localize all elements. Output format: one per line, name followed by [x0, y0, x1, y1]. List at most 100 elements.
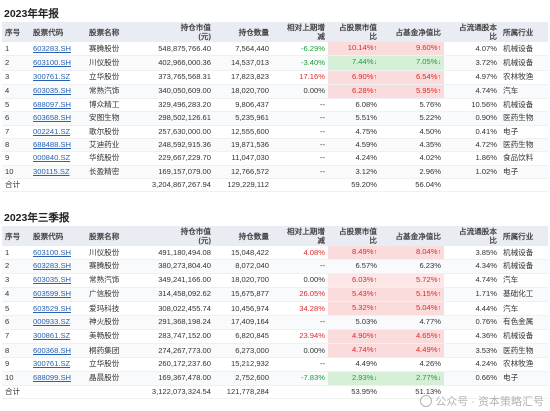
- row-index: 10: [5, 166, 14, 176]
- holding-value: 373,765,568.31: [158, 72, 211, 82]
- holding-value: 380,273,804.40: [158, 261, 211, 271]
- column-header[interactable]: 相对上期增减: [287, 23, 325, 41]
- stock-code-link[interactable]: 603658.SH: [33, 113, 71, 123]
- total-nav-pct: 51.13%: [415, 386, 441, 396]
- column-header[interactable]: 持仓市值 (元): [180, 227, 211, 245]
- column-header[interactable]: 股票代码: [33, 231, 64, 241]
- nav-pct: 4.26%: [380, 358, 444, 371]
- nav-pct-value: 5.22%: [419, 113, 441, 123]
- holding-qty: 15,675,877: [230, 289, 269, 299]
- industry: 医药生物: [503, 140, 534, 150]
- column-header[interactable]: 序号: [5, 231, 21, 241]
- stock-code-link[interactable]: 000933.SZ: [33, 317, 71, 327]
- stock-code-link[interactable]: 603283.SH: [33, 261, 71, 271]
- column-header[interactable]: 相对上期增减: [287, 227, 325, 245]
- row-index: 6: [5, 113, 10, 123]
- stock-name: 博众精工: [89, 100, 120, 110]
- stock-value-pct: 5.43%↑: [328, 287, 380, 302]
- table-row: 5 688097.SH 博众精工 329,496,283.20 9,806,437 -- 6…: [2, 99, 548, 112]
- industry: 机械设备: [503, 57, 534, 67]
- stock-code-link[interactable]: 603100.SH: [33, 247, 71, 257]
- stock-code-link[interactable]: 000840.SZ: [33, 153, 71, 163]
- change-vs-prev: --: [319, 359, 325, 369]
- column-header[interactable]: 持仓数量: [238, 231, 269, 241]
- nav-pct-value: 5.72%: [415, 274, 438, 284]
- column-header[interactable]: 占基金净值比: [395, 27, 441, 37]
- holding-value: 169,367,478.00: [158, 373, 211, 383]
- row-index: 1: [5, 43, 10, 53]
- stock-code-link[interactable]: 603529.SH: [33, 303, 71, 313]
- nav-pct: 4.49%↑: [380, 343, 444, 358]
- holding-qty: 6,273,000: [235, 345, 269, 355]
- nav-pct-value: 4.65%: [415, 330, 438, 340]
- row-index: 9: [5, 359, 10, 369]
- stock-code-link[interactable]: 688097.SH: [33, 100, 71, 110]
- stock-code-link[interactable]: 603035.SH: [33, 275, 71, 285]
- float-share-pct: 1.86%: [475, 153, 497, 163]
- column-header[interactable]: 所属行业: [503, 27, 534, 37]
- arrow-up-icon: ↑: [437, 45, 442, 52]
- total-row: 合计 3,122,073,324.54 121,778,284 53.95% 51.13…: [2, 385, 548, 399]
- column-header[interactable]: 持仓数量: [238, 27, 269, 37]
- stock-code-link[interactable]: 603283.SH: [33, 43, 71, 53]
- column-header[interactable]: 序号: [5, 27, 21, 37]
- arrow-up-icon: ↑: [437, 332, 442, 340]
- stock-code-link[interactable]: 603100.SH: [33, 57, 71, 67]
- stock-value-pct: 6.08%: [328, 99, 380, 112]
- stock-code-link[interactable]: 688488.SH: [33, 140, 71, 150]
- column-header[interactable]: 占基金净值比: [395, 231, 441, 241]
- industry: 电子: [503, 166, 519, 176]
- stock-code-link[interactable]: 600368.SH: [33, 345, 71, 355]
- nav-pct-value: 6.54%: [415, 71, 438, 81]
- holding-qty: 5,235,961: [235, 113, 269, 123]
- column-header[interactable]: 占股票市值比: [339, 23, 377, 41]
- stock-code-link[interactable]: 002241.SZ: [33, 126, 71, 136]
- stock-code-link[interactable]: 603035.SH: [33, 86, 71, 96]
- table-row: 4 603035.SH 常熟汽饰 340,050,609.00 18,020,700 0.…: [2, 84, 548, 99]
- column-header[interactable]: 占流通股本比: [459, 227, 497, 245]
- holding-value: 402,966,000.36: [158, 57, 211, 67]
- table-row: 3 300761.SZ 立华股份 373,765,568.31 17,823,823 17…: [2, 70, 548, 85]
- float-share-pct: 4.74%: [475, 275, 497, 285]
- table-row: 9 300761.SZ 立华股份 260,172,237.60 15,212,932 --…: [2, 358, 548, 372]
- stock-name: 艾迪药业: [89, 140, 120, 150]
- change-vs-prev: 17.16%: [299, 72, 325, 82]
- stock-code-link[interactable]: 300761.SZ: [33, 359, 71, 369]
- holding-value: 491,180,494.08: [158, 247, 211, 257]
- float-share-pct: 0.66%: [475, 373, 497, 383]
- stock-code-link[interactable]: 300115.SZ: [33, 166, 70, 176]
- column-header[interactable]: 占股票市值比: [339, 227, 377, 245]
- stock-code-link[interactable]: 300761.SZ: [33, 72, 71, 82]
- total-empty: [500, 178, 548, 191]
- column-header[interactable]: 持仓市值 (元): [180, 23, 211, 41]
- table-row: 10 300115.SZ 长盈精密 169,157,079.00 12,766,572 -…: [2, 165, 548, 179]
- change-vs-prev: -3.40%: [300, 57, 325, 67]
- column-header[interactable]: 股票名称: [89, 27, 120, 37]
- table-row: 1 603100.SH 川仪股份 491,180,494.08 15,048,422 4.…: [2, 246, 548, 260]
- float-share-pct: 0.90%: [475, 113, 497, 123]
- change-vs-prev: --: [319, 100, 325, 110]
- holding-value: 349,241,166.00: [158, 275, 211, 285]
- industry: 医药生物: [503, 113, 534, 123]
- holding-value: 248,592,915.36: [158, 140, 211, 150]
- industry: 食品饮料: [503, 153, 534, 163]
- stock-code-link[interactable]: 300861.SZ: [33, 331, 71, 341]
- float-share-pct: 4.07%: [475, 43, 497, 53]
- stock-value-pct-value: 2.93%: [351, 372, 374, 382]
- stock-value-pct: 4.49%: [328, 358, 380, 371]
- holding-qty: 12,555,600: [230, 126, 269, 136]
- column-header[interactable]: 所属行业: [503, 231, 534, 241]
- column-header[interactable]: 占流通股本比: [459, 23, 497, 41]
- row-index: 8: [5, 345, 10, 355]
- nav-pct-value: 4.49%: [415, 345, 438, 355]
- total-row: 合计 3,204,867,267.94 129,229,112 59.20% 56.04…: [2, 178, 548, 192]
- column-header[interactable]: 股票代码: [33, 27, 64, 37]
- total-empty: [86, 385, 144, 398]
- arrow-up-icon: ↑: [373, 276, 378, 284]
- stock-code-link[interactable]: 688099.SH: [33, 373, 71, 383]
- stock-code-link[interactable]: 603599.SH: [33, 289, 71, 299]
- column-header[interactable]: 股票名称: [89, 231, 120, 241]
- stock-name: 广信股份: [89, 289, 120, 299]
- holding-qty: 17,823,823: [230, 72, 269, 82]
- nav-pct: 5.15%↑: [380, 287, 444, 302]
